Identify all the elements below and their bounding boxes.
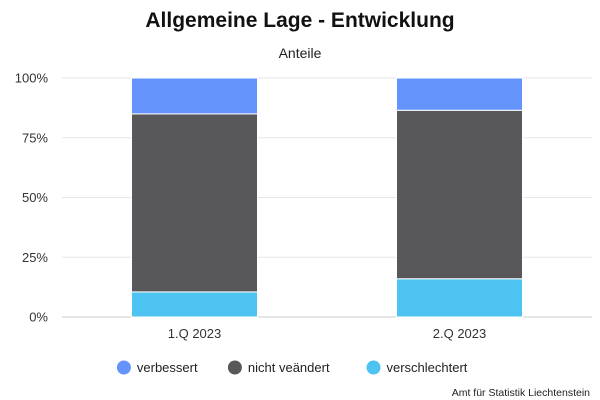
y-tick-label: 25%: [22, 250, 48, 265]
bar-segment[interactable]: [131, 113, 258, 293]
legend-item[interactable]: verschlechtert: [366, 360, 468, 375]
legend-marker: [116, 360, 131, 375]
chart-title: Allgemeine Lage - Entwicklung: [145, 9, 454, 32]
legend[interactable]: verbessert nicht veändert verschlechtert: [116, 360, 468, 375]
y-tick-label: 75%: [22, 130, 48, 145]
y-tick-label: 0%: [29, 310, 48, 325]
chart-subtitle: Anteile: [279, 45, 322, 61]
credit-text: Amt für Statistik Liechtenstein: [452, 387, 590, 399]
x-axis-ticks: 1.Q 2023 2.Q 2023: [168, 326, 487, 341]
legend-label: nicht veändert: [248, 360, 330, 375]
bar-segment[interactable]: [131, 291, 258, 318]
legend-label: verschlechtert: [387, 360, 468, 375]
bar-segment[interactable]: [396, 77, 523, 111]
legend-marker: [227, 360, 242, 375]
y-axis-ticks: 0% 25% 50% 75% 100%: [15, 71, 49, 325]
bar-segment[interactable]: [396, 109, 523, 280]
x-tick-label: 2.Q 2023: [433, 326, 487, 341]
bar-segment[interactable]: [131, 77, 258, 115]
bars: [131, 77, 523, 318]
legend-item[interactable]: nicht veändert: [227, 360, 330, 375]
x-tick-label: 1.Q 2023: [168, 326, 222, 341]
y-tick-label: 50%: [22, 190, 48, 205]
legend-item[interactable]: verbessert: [116, 360, 198, 375]
bar-segment[interactable]: [396, 278, 523, 318]
legend-marker: [366, 360, 381, 375]
legend-label: verbessert: [137, 360, 198, 375]
y-tick-label: 100%: [15, 71, 49, 86]
